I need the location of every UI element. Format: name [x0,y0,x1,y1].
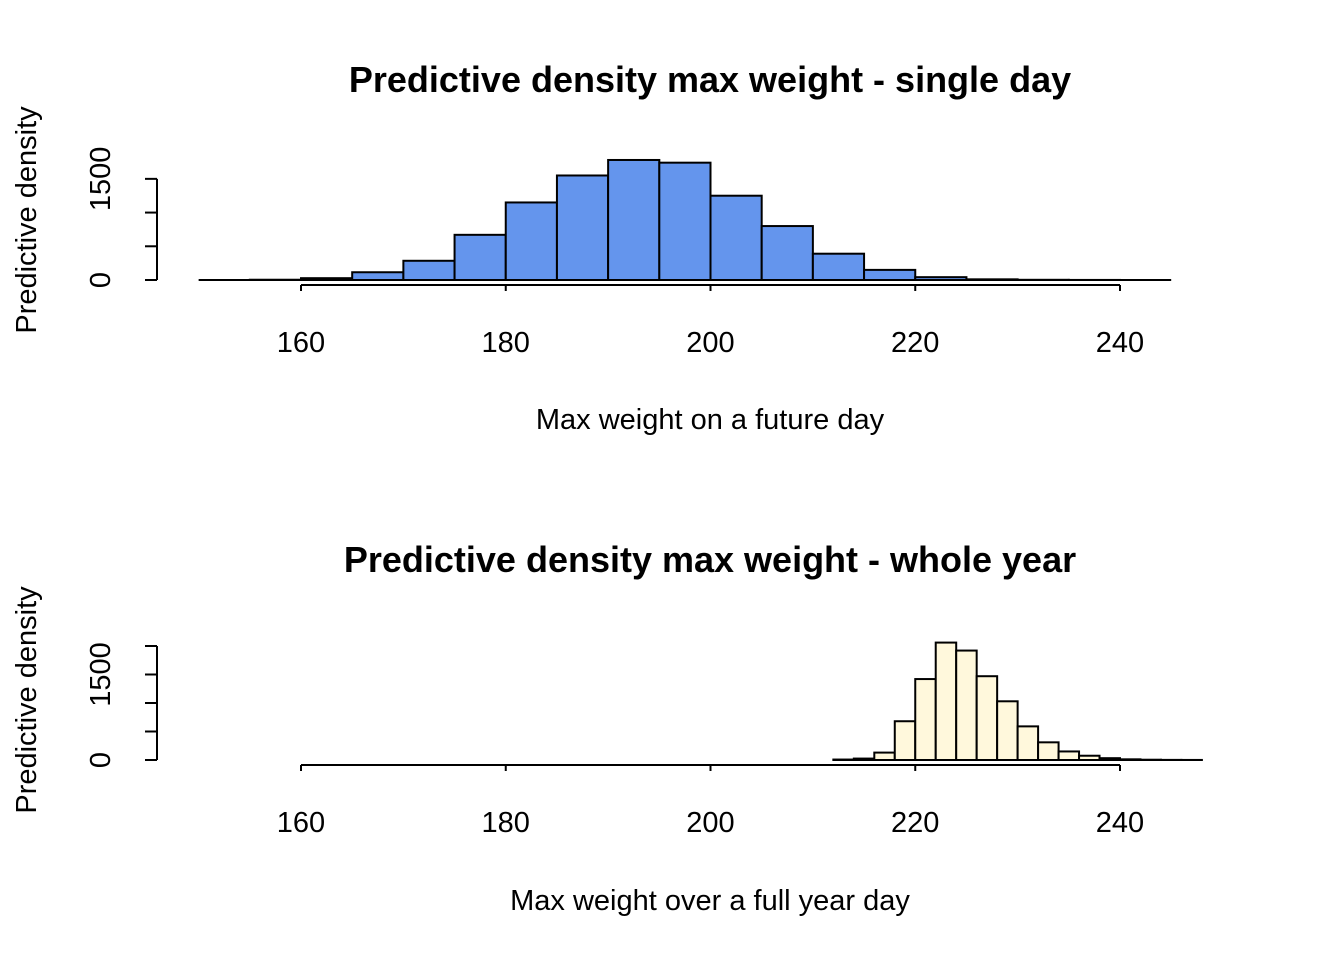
histogram-panel-single-day: Predictive density max weight - single d… [11,59,1172,436]
histogram-bar [914,276,968,281]
x-tick-label: 240 [1096,327,1144,359]
histogram-bar [300,277,354,282]
histogram-bar [965,278,1019,281]
x-tick-label: 180 [482,327,530,359]
histogram-bar [873,751,896,762]
bars-group [198,158,1172,282]
histogram-bar [402,259,456,282]
histogram-bar [893,720,917,761]
histogram-bar [1119,758,1142,761]
histogram-bar [975,675,999,762]
y-tick-label: 1500 [85,147,117,212]
axes-group: 160 180 200 220 240 0 1500 [85,642,1144,839]
histogram-bar [1098,757,1122,762]
histogram-bar [658,161,712,281]
y-tick-label: 0 [85,752,117,768]
x-axis-label: Max weight on a future day [536,404,885,436]
histogram-bar [760,225,814,281]
y-axis-label: Predictive density [11,586,43,814]
histogram-bar [955,649,978,761]
axes-group: 160 180 200 220 240 0 1500 [85,147,1144,359]
histogram-bar [1016,725,1040,761]
x-axis-label: Max weight over a full year day [510,885,910,917]
histogram-bar [504,201,558,281]
histogram-bar [555,174,610,281]
x-tick-label: 220 [891,327,939,359]
bars-group [832,641,1203,762]
x-tick-label: 200 [686,327,734,359]
y-axis-label: Predictive density [11,106,43,334]
histogram-bar [996,700,1019,761]
x-tick-label: 200 [686,807,734,839]
x-tick-label: 180 [482,807,530,839]
y-tick-label: 1500 [85,642,117,707]
histogram-panel-whole-year: Predictive density max weight - whole ye… [11,539,1203,917]
histogram-bar [1037,741,1060,762]
histogram-bar [914,678,937,761]
x-tick-label: 160 [277,327,325,359]
histogram-bar [453,233,507,282]
histogram-bar [934,641,958,762]
histogram-bar [852,757,876,762]
x-tick-label: 240 [1096,807,1144,839]
histogram-bar [351,271,405,282]
x-tick-label: 160 [277,807,325,839]
histogram-bar [1078,754,1101,761]
histogram-bar [1057,750,1081,762]
chart-title: Predictive density max weight - single d… [349,59,1071,100]
y-tick-label: 0 [85,272,117,288]
histogram-bar [863,268,917,281]
histogram-bar [607,158,661,281]
x-tick-label: 220 [891,807,939,839]
chart-title: Predictive density max weight - whole ye… [344,539,1076,580]
histogram-bar [709,194,763,281]
histogram-bar [811,252,866,281]
